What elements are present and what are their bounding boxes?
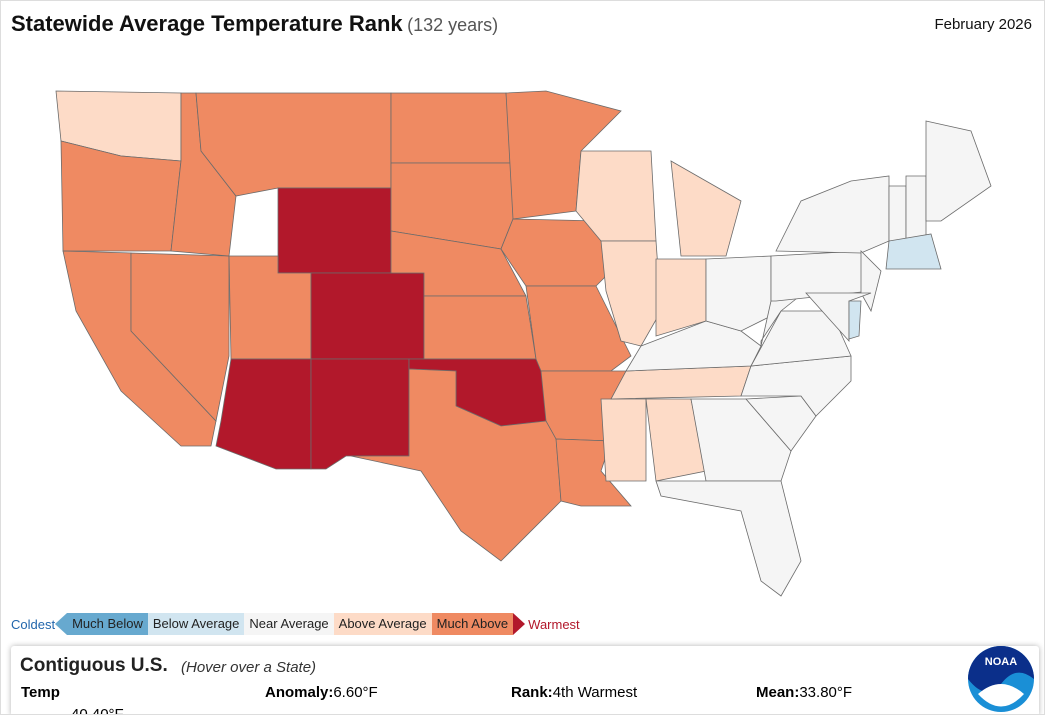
arrow xyxy=(513,613,526,635)
state[interactable] xyxy=(848,300,862,340)
state[interactable] xyxy=(390,92,514,164)
value: 6.60°F xyxy=(333,684,378,701)
period: February 2026 xyxy=(934,16,1032,33)
title: Statewide Average Temperature Rank xyxy=(11,11,403,36)
legend-class: Much Above xyxy=(431,613,514,635)
state[interactable] xyxy=(130,252,230,422)
state[interactable] xyxy=(925,120,992,222)
value: 33.80°F xyxy=(799,684,853,701)
value: 4th Warmest xyxy=(552,684,638,701)
legend-class: Much Below xyxy=(67,613,148,635)
state[interactable] xyxy=(195,92,392,197)
state[interactable] xyxy=(860,250,882,313)
region: Contiguous U.S. xyxy=(20,655,168,676)
label: Mean: xyxy=(756,684,800,701)
info-panel: Contiguous U.S. (Hover over a State) Tem… xyxy=(11,646,1039,715)
state[interactable] xyxy=(705,255,772,332)
legend-low: Coldest xyxy=(11,616,56,632)
state[interactable] xyxy=(775,175,890,254)
label: Rank: xyxy=(511,684,553,701)
logo-top xyxy=(968,646,1034,692)
state[interactable] xyxy=(905,175,927,240)
noaa-logo: NOAA xyxy=(968,646,1034,712)
legend: Coldest Much Below Below Average Near Avera… xyxy=(11,613,580,635)
state[interactable] xyxy=(885,233,942,270)
legend-class: Below Average xyxy=(147,613,245,635)
state[interactable] xyxy=(310,272,425,360)
state[interactable] xyxy=(310,358,410,470)
state[interactable] xyxy=(760,290,807,347)
state[interactable] xyxy=(215,358,312,470)
value: 40.40°F xyxy=(71,706,124,715)
hint: (Hover over a State) xyxy=(181,659,317,676)
logo-gull xyxy=(978,684,1024,707)
title-block: Statewide Average Temperature Rank (132 … xyxy=(11,11,501,40)
legend-class: Near Average xyxy=(244,613,334,635)
subtitle: (132 years) xyxy=(407,15,499,35)
legend-high: Warmest xyxy=(528,616,580,632)
label: Anomaly: xyxy=(265,684,334,701)
logo-text: NOAA xyxy=(985,656,1017,668)
state[interactable] xyxy=(277,187,392,274)
arrow xyxy=(55,613,68,635)
state[interactable] xyxy=(690,398,792,482)
state[interactable] xyxy=(600,398,647,482)
state[interactable] xyxy=(888,185,907,242)
state[interactable] xyxy=(655,480,802,597)
state[interactable] xyxy=(423,295,537,360)
param: Temp xyxy=(21,684,60,701)
legend-class: Above Average xyxy=(333,613,432,635)
state[interactable] xyxy=(670,160,742,257)
map xyxy=(55,90,992,597)
